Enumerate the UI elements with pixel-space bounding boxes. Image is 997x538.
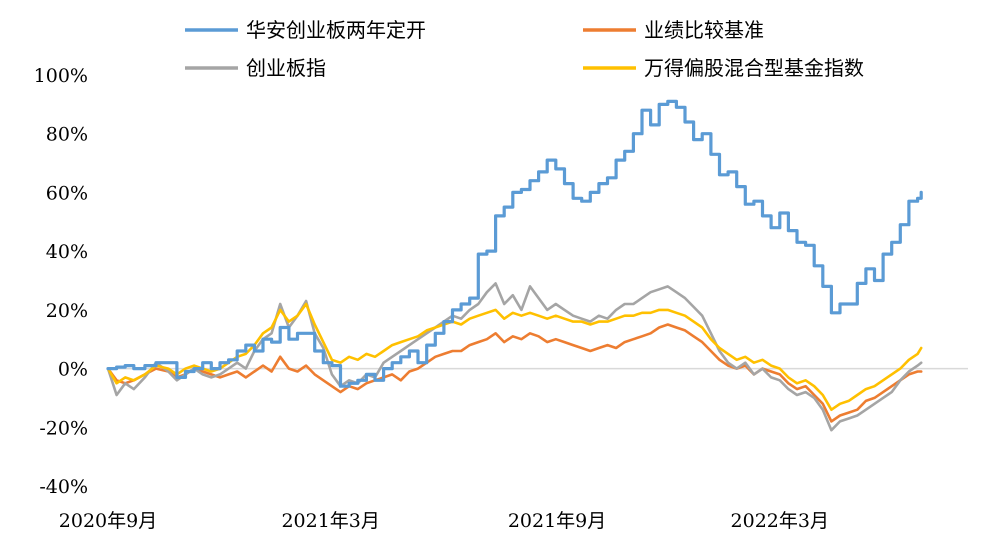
legend-label-1: 业绩比较基准 <box>644 18 764 42</box>
x-tick-label: 2021年9月 <box>508 510 606 532</box>
legend-label-3: 万得偏股混合型基金指数 <box>644 56 864 80</box>
y-tick-label: -40% <box>39 476 88 498</box>
x-tick-label: 2022年3月 <box>731 510 829 532</box>
y-tick-label: 100% <box>34 65 88 87</box>
y-tick-label: 20% <box>46 300 88 322</box>
series-line-0 <box>106 99 923 388</box>
y-tick-label: -20% <box>39 417 88 439</box>
series-line-2 <box>106 282 923 432</box>
series-line-3 <box>106 302 923 411</box>
y-tick-label: 0% <box>58 359 88 381</box>
y-tick-label: 40% <box>46 241 88 263</box>
x-tick-label: 2021年3月 <box>281 510 379 532</box>
y-tick-label: 80% <box>46 124 88 146</box>
y-tick-label: 60% <box>46 182 88 204</box>
legend-label-0: 华安创业板两年定开 <box>246 18 426 42</box>
legend-label-2: 创业板指 <box>246 56 326 80</box>
x-tick-label: 2020年9月 <box>59 510 157 532</box>
series-line-1 <box>106 323 923 423</box>
